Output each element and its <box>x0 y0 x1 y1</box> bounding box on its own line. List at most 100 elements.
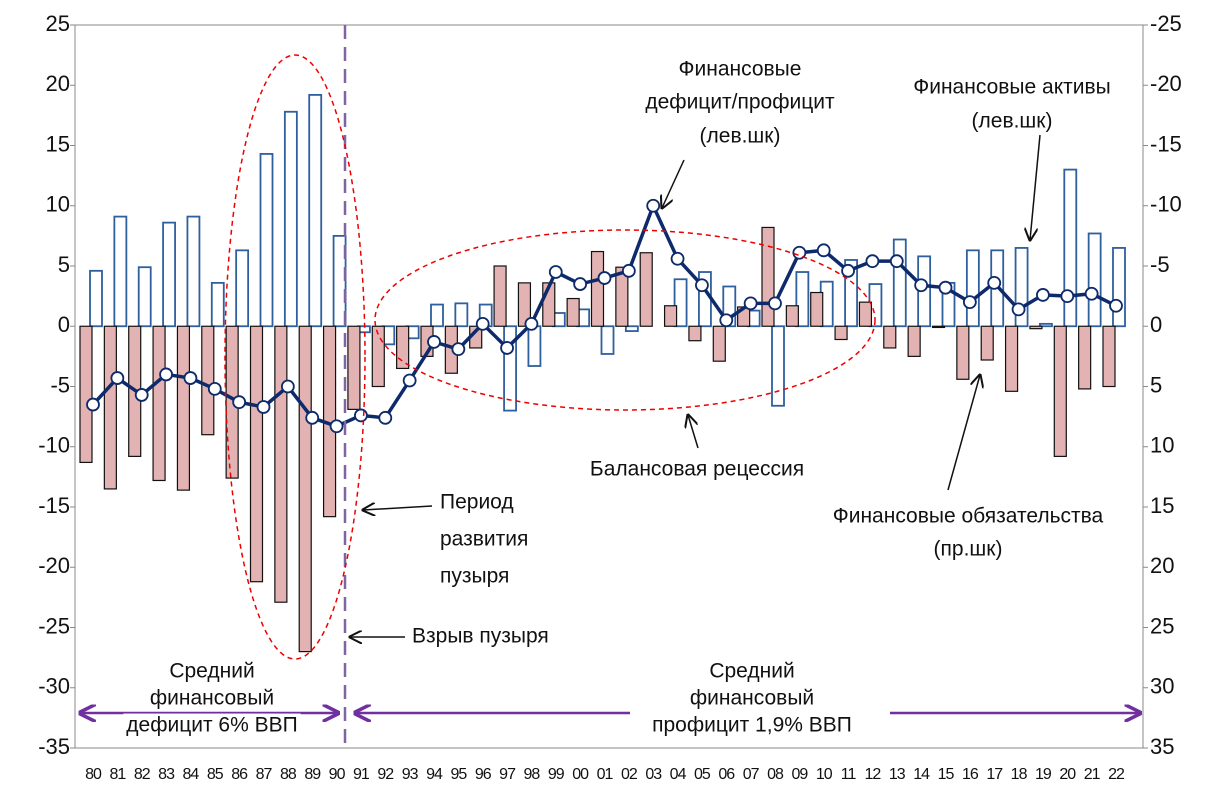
x-tick-label: 15 <box>938 766 955 783</box>
bar <box>259 153 274 328</box>
x-tick-label: 95 <box>450 766 467 783</box>
bar <box>274 325 288 603</box>
bar <box>235 249 250 328</box>
bar <box>176 325 191 491</box>
x-tick-label: 91 <box>353 766 370 783</box>
bar <box>113 215 128 328</box>
x-tick-label: 92 <box>377 766 394 783</box>
x-tick-label: 81 <box>109 766 126 783</box>
annotation: Взрыв пузыря <box>412 625 549 648</box>
x-tick-label: 04 <box>670 766 687 783</box>
bar <box>517 282 532 327</box>
y2-tick-label: -15 <box>1150 131 1182 156</box>
x-tick-label: 99 <box>548 766 565 783</box>
bubble-ellipse <box>224 54 366 660</box>
y-tick-label: -15 <box>38 493 70 518</box>
x-tick-label: 10 <box>816 766 833 783</box>
point <box>305 410 320 425</box>
bar <box>347 325 361 410</box>
point <box>938 280 953 295</box>
bar <box>892 238 907 328</box>
label-bg <box>166 659 258 683</box>
bar <box>1102 325 1116 388</box>
x-tick-label: 08 <box>767 766 784 783</box>
bar <box>1039 322 1053 328</box>
pointer-arrow <box>363 506 433 510</box>
point <box>134 388 149 402</box>
bar <box>931 325 946 329</box>
x-tick-label: 14 <box>913 766 930 783</box>
point <box>354 408 368 423</box>
point <box>207 382 222 396</box>
annotation: Финансовые активы <box>913 76 1110 99</box>
x-tick-label: 01 <box>597 766 614 783</box>
bar <box>688 325 702 342</box>
y-tick-label: -25 <box>38 613 70 638</box>
bar <box>283 110 298 328</box>
y2-tick-label: -10 <box>1150 192 1182 217</box>
point <box>1011 302 1026 317</box>
y-tick-label: -5 <box>50 372 70 397</box>
point <box>621 263 636 278</box>
y-tick-label: 10 <box>46 192 70 217</box>
point <box>670 251 685 266</box>
bar <box>162 221 176 328</box>
bar <box>1112 247 1126 328</box>
bar <box>1053 325 1067 457</box>
x-tick-label: 96 <box>475 766 492 783</box>
bar <box>600 325 615 355</box>
pointer-arrow <box>1030 134 1041 240</box>
annotation: Период <box>440 491 514 514</box>
point <box>719 313 734 328</box>
point <box>792 245 807 260</box>
annotation: пузыря <box>440 565 509 588</box>
point <box>597 271 612 285</box>
annotation: (лев.шк) <box>700 125 781 148</box>
x-tick-label: 11 <box>841 766 857 783</box>
annotation: дефицит/профицит <box>645 91 835 114</box>
y2-tick-label: 15 <box>1150 493 1174 518</box>
point <box>1036 288 1050 302</box>
point <box>183 371 198 385</box>
y-tick-label: 20 <box>46 71 70 96</box>
annotation: Финансовые <box>679 58 802 81</box>
bar <box>566 297 580 327</box>
point <box>573 277 588 291</box>
label-bg <box>649 713 855 737</box>
bar <box>298 325 312 653</box>
bar <box>795 271 810 328</box>
bar <box>980 325 994 361</box>
bar <box>1063 168 1078 328</box>
x-tick-label: 21 <box>1084 766 1101 783</box>
bar <box>810 291 824 327</box>
pointer-arrow <box>947 375 980 491</box>
x-tick-label: 09 <box>791 766 808 783</box>
annotation: Балансовая рецессия <box>590 458 804 481</box>
pointer-arrow <box>662 159 685 208</box>
recession-ellipse <box>374 229 876 411</box>
bar <box>1078 325 1092 390</box>
annotation: (пр.шк) <box>934 538 1003 561</box>
bar <box>201 325 215 436</box>
x-tick-label: 89 <box>304 766 321 783</box>
bar <box>956 325 970 380</box>
x-tick-label: 05 <box>694 766 711 783</box>
x-tick-label: 19 <box>1035 766 1052 783</box>
bar <box>907 325 921 357</box>
x-tick-label: 82 <box>134 766 151 783</box>
bar <box>210 281 225 328</box>
x-tick-label: 94 <box>426 766 443 783</box>
x-tick-label: 13 <box>889 766 906 783</box>
y2-tick-label: 20 <box>1150 553 1174 578</box>
annotation: Финансовые обязательства <box>833 505 1104 528</box>
bar <box>663 305 678 327</box>
x-tick-label: 18 <box>1011 766 1028 783</box>
x-tick-label: 02 <box>621 766 638 783</box>
x-tick-label: 84 <box>183 766 200 783</box>
point <box>475 316 490 331</box>
x-tick-label: 06 <box>718 766 735 783</box>
y-tick-label: 25 <box>46 11 70 36</box>
y-tick-label: -20 <box>38 553 70 578</box>
bar <box>761 226 775 327</box>
